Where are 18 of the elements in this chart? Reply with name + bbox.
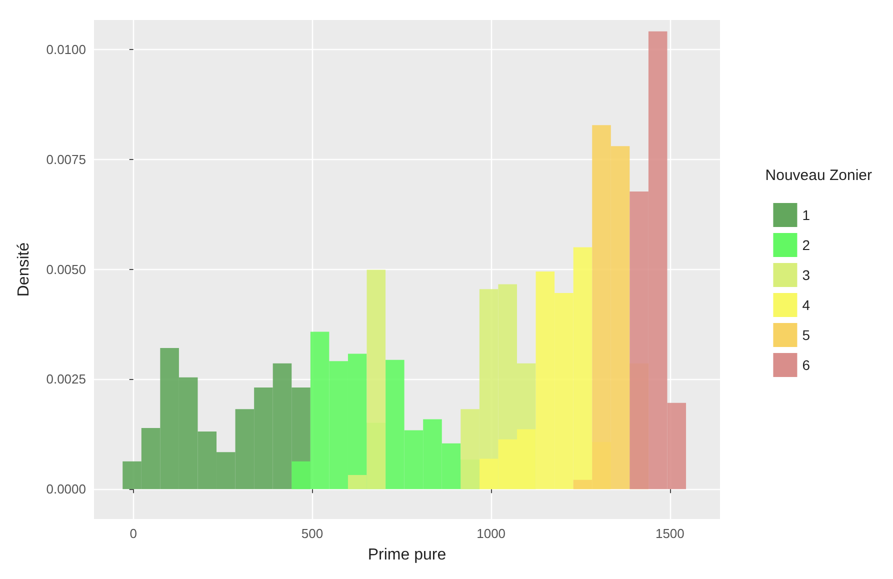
x-tick-label: 1500: [655, 526, 684, 541]
x-tick-label: 500: [301, 526, 324, 541]
x-axis-title: Prime pure: [368, 546, 446, 564]
y-tick-label: 0.0075: [46, 152, 86, 167]
x-tick-label: 0: [130, 526, 137, 541]
legend-label: 4: [802, 297, 810, 313]
legend-label: 3: [802, 267, 810, 283]
y-tick-label: 0.0000: [46, 482, 86, 497]
legend-label: 1: [802, 207, 810, 223]
y-tick-label: 0.0100: [46, 42, 86, 57]
x-tick-label: 1000: [476, 526, 506, 541]
y-tick-label: 0.0025: [46, 372, 86, 387]
legend-title: Nouveau Zonier: [765, 167, 872, 184]
y-axis-title: Densité: [16, 242, 32, 297]
y-tick-label: 0.0050: [46, 262, 86, 277]
legend-label: 6: [802, 357, 810, 373]
legend-label: 5: [802, 327, 810, 343]
legend-label: 2: [802, 237, 810, 253]
